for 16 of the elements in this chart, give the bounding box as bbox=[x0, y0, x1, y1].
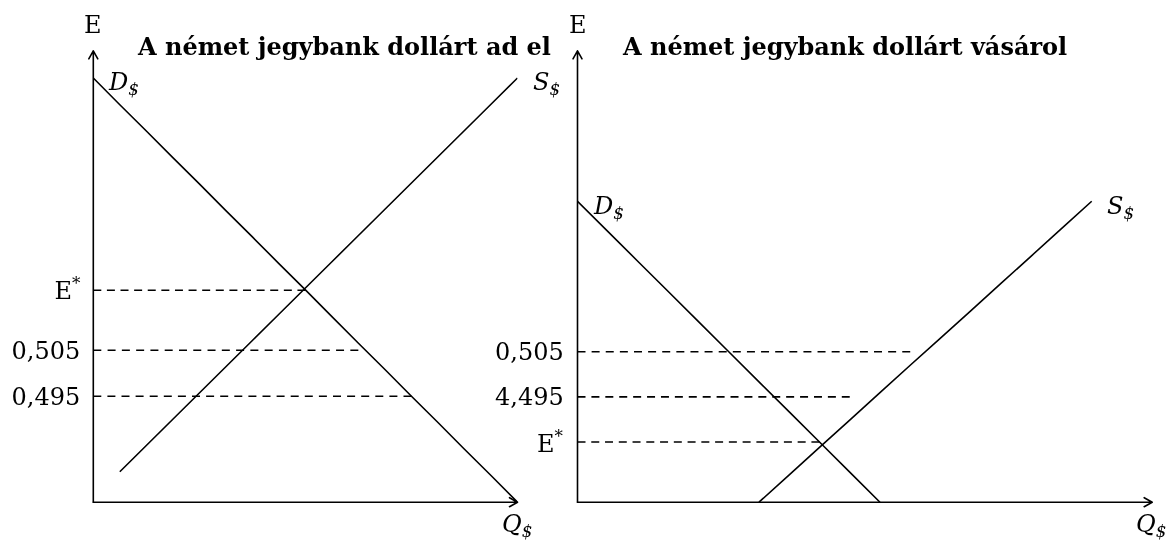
series-label: D$_{$}$ bbox=[593, 192, 624, 224]
y-tick-label: 0,495 bbox=[11, 382, 81, 411]
chart-title: A német jegybank dollárt ad el bbox=[137, 32, 551, 61]
series-label: 0,505 bbox=[495, 338, 564, 366]
series-label: 4,495 bbox=[495, 383, 564, 411]
series-label: S$_{$}$ bbox=[533, 68, 561, 100]
y-axis-title: E bbox=[84, 11, 102, 39]
y-axis-title: E bbox=[569, 11, 587, 39]
x-axis-title: Q$_{$}$ bbox=[1136, 510, 1167, 540]
y-tick-label: E$^{*}$ bbox=[54, 272, 81, 305]
chart-title: A német jegybank dollárt vásárol bbox=[622, 32, 1068, 61]
series-label: D$_{$}$ bbox=[108, 68, 139, 100]
y-tick-label: 0,505 bbox=[11, 336, 81, 365]
series-label: E$^{*}$ bbox=[537, 426, 564, 459]
series-label: S$_{$}$ bbox=[1107, 192, 1135, 224]
x-axis-title: Q$_{$}$ bbox=[502, 510, 533, 540]
